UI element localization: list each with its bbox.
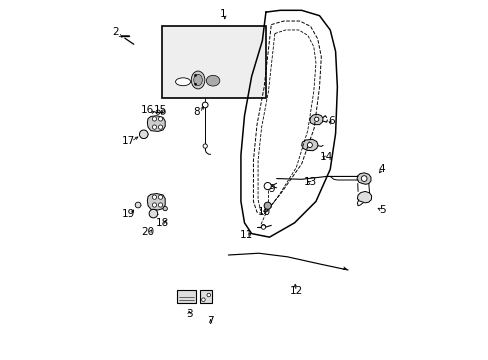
Bar (200, 290, 212, 303)
Text: 5: 5 (378, 205, 385, 215)
Polygon shape (164, 69, 176, 89)
Text: 6: 6 (328, 116, 335, 126)
Text: 19: 19 (122, 209, 135, 219)
Text: 15: 15 (154, 105, 167, 115)
Polygon shape (356, 173, 370, 184)
Text: 7: 7 (207, 316, 213, 326)
Circle shape (152, 203, 156, 207)
Text: 8: 8 (193, 107, 199, 117)
Circle shape (202, 102, 207, 108)
Circle shape (158, 125, 163, 129)
Text: 2: 2 (112, 27, 119, 37)
Polygon shape (147, 116, 165, 131)
Circle shape (194, 83, 196, 85)
Polygon shape (147, 194, 165, 210)
Circle shape (149, 209, 157, 218)
Circle shape (203, 144, 207, 148)
Text: 16: 16 (141, 105, 154, 115)
Circle shape (361, 176, 366, 181)
Polygon shape (309, 114, 323, 125)
Polygon shape (301, 139, 317, 151)
Circle shape (152, 125, 156, 129)
Bar (162, 26, 265, 98)
Text: 4: 4 (378, 164, 385, 174)
Circle shape (161, 110, 165, 114)
Circle shape (158, 195, 163, 199)
Bar (176, 290, 196, 303)
Circle shape (152, 117, 156, 121)
Circle shape (158, 117, 163, 121)
Circle shape (194, 74, 196, 76)
Text: 20: 20 (141, 227, 154, 237)
Polygon shape (357, 192, 371, 203)
Circle shape (201, 298, 205, 301)
Circle shape (163, 206, 167, 211)
Text: 12: 12 (289, 286, 302, 296)
Text: 14: 14 (319, 152, 333, 162)
Text: 10: 10 (257, 207, 270, 217)
Circle shape (261, 225, 265, 229)
Ellipse shape (175, 78, 190, 86)
Text: 3: 3 (185, 309, 192, 319)
Circle shape (152, 195, 156, 199)
Circle shape (264, 183, 271, 190)
Ellipse shape (193, 74, 202, 86)
Circle shape (264, 202, 271, 209)
Text: 9: 9 (267, 184, 274, 194)
Text: 18: 18 (155, 218, 169, 228)
Text: 13: 13 (304, 177, 317, 187)
Circle shape (314, 117, 318, 121)
Polygon shape (203, 72, 223, 89)
Polygon shape (172, 75, 194, 89)
Ellipse shape (206, 75, 220, 86)
Text: 11: 11 (239, 230, 252, 240)
Text: 1: 1 (219, 9, 226, 19)
Circle shape (206, 293, 210, 297)
Circle shape (307, 143, 312, 148)
Circle shape (139, 130, 148, 139)
Text: 17: 17 (122, 136, 135, 146)
Circle shape (135, 202, 141, 208)
Circle shape (158, 203, 163, 207)
Ellipse shape (191, 71, 204, 89)
Circle shape (156, 110, 160, 114)
